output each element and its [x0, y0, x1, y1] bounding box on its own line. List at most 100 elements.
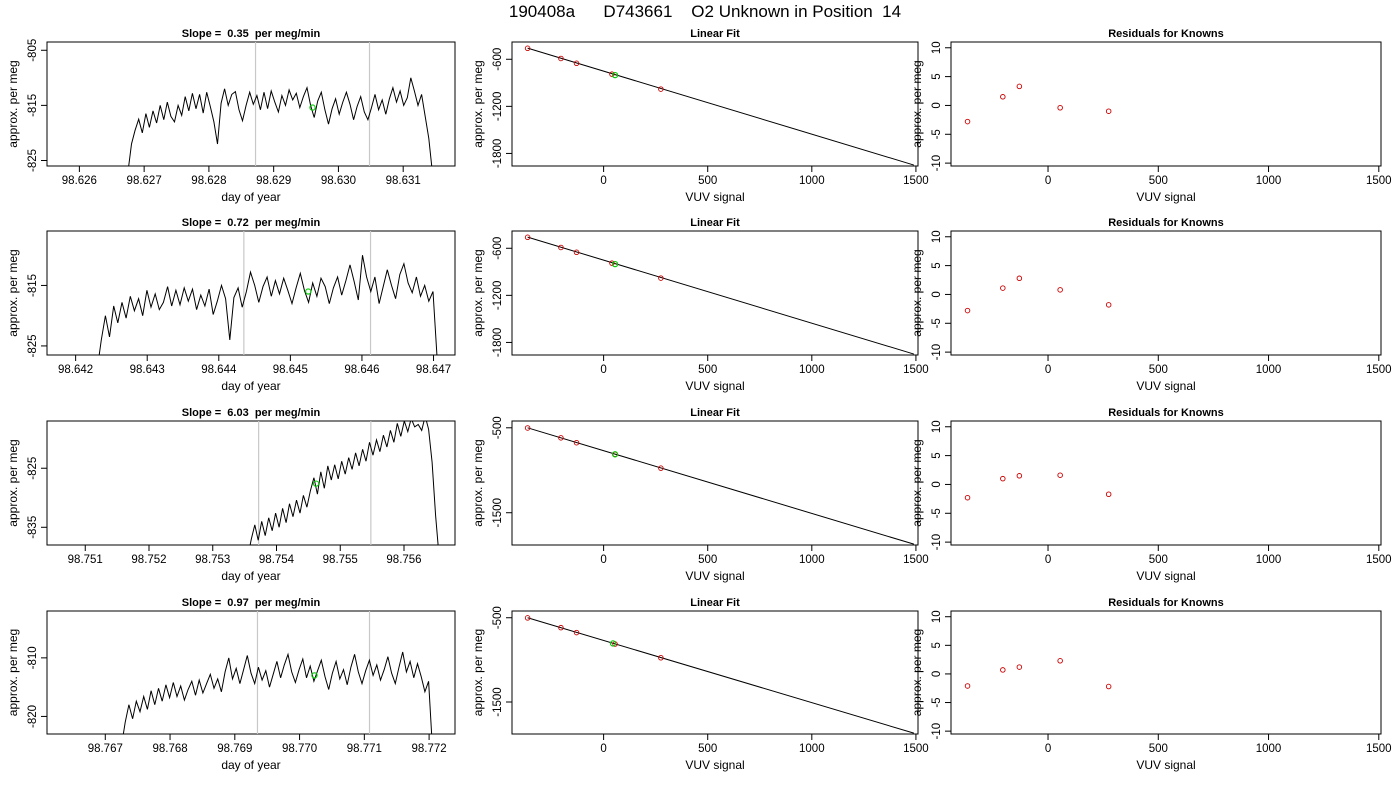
x-tick-label: 0: [1045, 743, 1051, 755]
x-tick-label: 98.769: [217, 743, 252, 755]
panel-9: Residuals for Knowns 0 500 1000 1500 -10 -5 0 5 1…: [910, 407, 1392, 583]
y-tick-label: -500: [492, 606, 504, 629]
known-point: [1105, 302, 1112, 308]
x-axis-label: VUV signal: [1136, 190, 1195, 204]
known-point: [658, 86, 664, 92]
y-tick-label: 5: [931, 642, 943, 648]
panels-group: Slope = 0.35 per meg/min 98.626 98.627 98.6…: [6, 28, 1392, 772]
y-tick-label: -825: [27, 149, 39, 172]
x-axis-label: day of year: [221, 379, 280, 393]
y-tick-label: 0: [931, 291, 943, 297]
x-tick-label: 0: [600, 364, 606, 376]
x-tick-label: 1000: [1256, 554, 1282, 566]
plot-area: [524, 45, 914, 166]
known-point: [964, 494, 971, 501]
signal-trace-line: [98, 255, 438, 355]
y-axis-label: approx. per meg: [910, 249, 924, 336]
known-point: [558, 55, 564, 62]
y-tick-label: -5: [931, 318, 943, 328]
panel-5: Linear Fit 0 500 1000 1500 -600 -1200 -1800 VUV …: [471, 217, 929, 393]
x-tick-label: 1500: [903, 364, 929, 376]
known-point: [558, 435, 564, 441]
x-tick-label: 0: [600, 743, 606, 755]
y-axis-label: approx. per meg: [6, 629, 20, 716]
known-point: [1057, 104, 1063, 111]
x-tick-label: 98.751: [68, 554, 103, 566]
panel-2: Linear Fit 0 500 1000 1500 -600 -1200 -1800 VUV …: [471, 28, 929, 204]
x-tick-label: 500: [698, 743, 717, 755]
plot-frame: [46, 610, 456, 735]
x-tick-label: 1000: [799, 175, 825, 187]
known-point: [1105, 491, 1112, 497]
plot-frame: [511, 420, 919, 546]
plot-area: [524, 425, 914, 545]
y-tick-label: 5: [931, 452, 943, 458]
x-tick-label: 1500: [1366, 554, 1392, 566]
x-axis-label: VUV signal: [685, 190, 744, 204]
plot-frame: [511, 41, 919, 167]
known-point: [609, 71, 615, 77]
x-tick-label: 98.628: [191, 175, 226, 187]
y-axis-label: approx. per meg: [910, 439, 924, 526]
y-axis-label: approx. per meg: [471, 439, 485, 526]
y-tick-label: 5: [931, 73, 943, 79]
panel-title: Residuals for Knowns: [1108, 407, 1224, 419]
x-tick-label: 98.753: [195, 554, 230, 566]
plot-frame: [950, 230, 1382, 356]
panel-11: Linear Fit 0 500 1000 1500 -500 -1500 VUV signa…: [471, 597, 929, 772]
y-axis-label: approx. per meg: [6, 249, 20, 336]
x-tick-label: 1500: [1366, 364, 1392, 376]
x-tick-label: 0: [600, 175, 606, 187]
y-tick-label: -10: [931, 534, 943, 551]
x-tick-label: 1500: [903, 175, 929, 187]
y-tick-label: -1800: [492, 328, 504, 357]
signal-trace-line: [128, 77, 433, 166]
y-tick-label: -600: [492, 237, 504, 260]
plot-area: [964, 472, 1112, 501]
plot-area: [128, 42, 433, 166]
y-tick-label: 0: [931, 481, 943, 487]
y-tick-label: -1200: [492, 281, 504, 310]
y-tick-label: -10: [931, 344, 943, 361]
plot-frame: [511, 230, 919, 356]
y-tick-label: -1500: [492, 687, 504, 716]
y-tick-label: 10: [931, 610, 943, 623]
x-tick-label: 98.630: [321, 175, 356, 187]
y-tick-label: 0: [931, 102, 943, 108]
known-point: [1000, 285, 1006, 291]
known-point: [1016, 664, 1023, 670]
x-axis-label: day of year: [221, 190, 280, 204]
y-axis-label: approx. per meg: [910, 60, 924, 147]
panel-title: Residuals for Knowns: [1108, 597, 1224, 609]
panel-title: Residuals for Knowns: [1108, 28, 1224, 40]
plot-area: [524, 615, 914, 734]
x-axis-label: day of year: [221, 569, 280, 583]
fit-line: [527, 47, 914, 166]
y-tick-label: 0: [931, 671, 943, 677]
known-point: [1057, 287, 1063, 293]
known-point: [524, 615, 531, 621]
x-tick-label: 0: [600, 554, 606, 566]
x-tick-label: 98.771: [347, 743, 382, 755]
panel-4: Slope = 0.72 per meg/min 98.642 98.643 98.6…: [6, 217, 456, 393]
x-tick-label: 98.754: [259, 554, 295, 566]
y-tick-label: -10: [931, 723, 943, 740]
x-tick-label: 1000: [1256, 175, 1282, 187]
x-tick-label: 1000: [799, 743, 825, 755]
y-tick-label: -1200: [492, 92, 504, 121]
known-point: [1105, 108, 1112, 114]
y-tick-label: -805: [27, 39, 39, 62]
known-point: [558, 624, 564, 631]
x-axis-label: VUV signal: [1136, 569, 1195, 583]
x-tick-label: 98.644: [201, 364, 237, 376]
x-tick-label: 500: [698, 364, 717, 376]
y-tick-label: -815: [27, 94, 39, 117]
plot-frame: [950, 610, 1382, 735]
plot-area: [964, 83, 1112, 125]
panel-title: Linear Fit: [690, 407, 740, 419]
known-point: [964, 118, 971, 125]
y-tick-label: -1500: [492, 498, 504, 527]
x-tick-label: 1000: [1256, 364, 1282, 376]
